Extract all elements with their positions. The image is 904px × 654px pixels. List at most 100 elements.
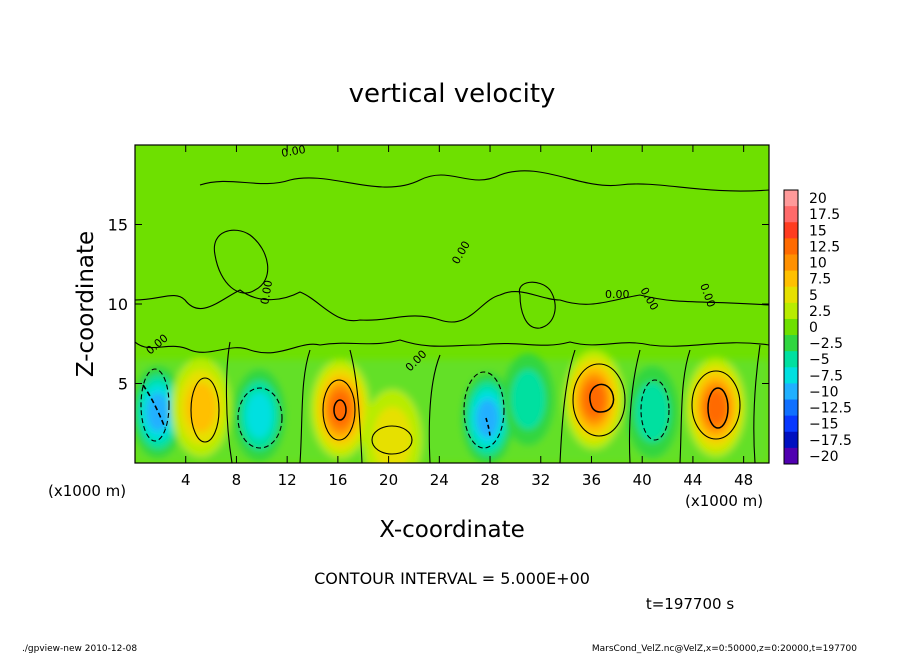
x-unit-label-left: (x1000 m) (48, 482, 126, 500)
colorbar-swatch-7 (784, 302, 798, 320)
colorbar-label-12: −10 (809, 384, 839, 400)
zero-contour-mid5 (628, 349, 641, 463)
colorbar-label-13: −12.5 (809, 401, 852, 417)
colorbar-swatch-3 (784, 238, 798, 255)
y-axis-label: Z-coordinate (73, 231, 99, 377)
x-tick-label-20: 20 (379, 471, 398, 489)
plot-area: 0.000.000.000.000.000.00 0.00 0.00 (135, 145, 769, 463)
colorbar-swatch-15 (784, 431, 798, 449)
negative-contour-28 (463, 371, 505, 449)
velocity-cell-2-level-2 (245, 392, 273, 439)
colorbar-label-3: 12.5 (809, 239, 840, 255)
x-axis-label: X-coordinate (379, 517, 525, 543)
zero-contour-left (225, 341, 233, 463)
velocity-field (135, 349, 769, 463)
footer-left: ./gpview-new 2010-12-08 (22, 644, 137, 654)
positive-contour-16-inner (333, 399, 347, 421)
positive-contour-36 (572, 363, 626, 437)
x-tick-label-40: 40 (633, 471, 652, 489)
x-tick-label-44: 44 (683, 471, 702, 489)
y-axis: 5 10 15 (108, 216, 769, 394)
velocity-cell-4-level-1 (372, 406, 412, 463)
colorbar-label-0: 20 (809, 191, 827, 207)
colorbar-label-5: 7.5 (809, 272, 831, 288)
x-tick-label-12: 12 (278, 471, 297, 489)
velocity-cell-6-level-1 (510, 369, 546, 430)
contour-label-1: 0.00 (258, 279, 275, 305)
negative-contour-41 (640, 379, 670, 441)
colorbar-label-15: −17.5 (809, 433, 852, 449)
zero-contour-mid2 (349, 349, 363, 463)
y-tick-label-15: 15 (108, 216, 128, 235)
colorbar-swatch-8 (784, 318, 798, 336)
negative-contour-2-inner (142, 384, 166, 429)
zero-contour-top (199, 170, 769, 192)
footer-right: MarsCond_VelZ.nc@VelZ,x=0:50000,z=0:2000… (592, 644, 857, 654)
colorbar-label-7: 2.5 (809, 304, 831, 320)
colorbar-label-11: −7.5 (809, 368, 843, 384)
colorbar-swatch-0 (784, 190, 798, 207)
positive-contour-36-inner (589, 383, 615, 413)
x-tick-label-8: 8 (232, 471, 242, 489)
x-axis: 4 8 12 16 20 24 28 32 36 40 44 48 (181, 145, 753, 489)
x-tick-label-16: 16 (328, 471, 347, 489)
colorbar-swatch-10 (784, 351, 798, 368)
y-tick-label-5: 5 (118, 375, 128, 394)
colorbar-swatch-2 (784, 222, 798, 239)
colorbar-swatch-14 (784, 415, 798, 433)
velocity-cell-0-level-3 (146, 392, 170, 432)
colorbar-frame (783, 189, 799, 465)
colorbar-label-2: 15 (809, 223, 827, 239)
zero-contour-mid4 (559, 349, 576, 463)
colorbar-swatch-13 (784, 399, 798, 417)
colorbar-label-8: 0 (809, 320, 818, 336)
x-tick-label-4: 4 (181, 471, 191, 489)
zero-contour-mid6 (679, 349, 691, 463)
colorbar-label-6: 5 (809, 288, 818, 304)
zero-contour-upper (135, 289, 769, 323)
velocity-cell-5-level-3 (476, 399, 499, 438)
positive-contour-5 (190, 377, 220, 443)
zero-contour-mid7 (753, 344, 761, 463)
positive-contour-46 (691, 370, 741, 440)
negative-contour-28-inner (485, 417, 491, 439)
colorbar-label-10: −5 (809, 352, 830, 368)
contour-interval: CONTOUR INTERVAL = 5.000E+00 (314, 569, 590, 588)
cloud-contour-right (518, 281, 556, 329)
negative-contour-2 (140, 368, 170, 442)
cloud-contour-left (213, 229, 269, 294)
x-tick-label-24: 24 (430, 471, 449, 489)
velocity-cell-1-level-2 (185, 382, 217, 433)
x-tick-label-32: 32 (531, 471, 550, 489)
colorbar-swatch-11 (784, 367, 798, 384)
colorbar-swatch-12 (784, 383, 798, 401)
positive-contour-16 (322, 379, 356, 441)
velocity-cell-3-level-4 (329, 390, 352, 427)
colorbar-label-1: 17.5 (809, 207, 840, 223)
contour-label-5: 0.00 (605, 288, 630, 301)
x-tick-label-28: 28 (480, 471, 499, 489)
zero-contour-lower (135, 339, 769, 354)
colorbar-swatch-6 (784, 286, 798, 304)
colorbar-label-14: −15 (809, 417, 839, 433)
colorbar-label-9: −2.5 (809, 336, 843, 352)
positive-contour-20 (371, 425, 413, 455)
y-tick-label-10: 10 (108, 295, 128, 314)
colorbar: 2017.51512.5107.552.50−2.5−5−7.5−10−12.5… (783, 189, 852, 465)
x-tick-label-48: 48 (734, 471, 753, 489)
velocity-cell-7-level-4 (582, 381, 606, 418)
colorbar-swatch-5 (784, 270, 798, 288)
colorbar-swatch-9 (784, 335, 798, 352)
negative-contour-10 (237, 387, 283, 449)
zero-contour-mid3 (428, 354, 441, 463)
colorbar-label-4: 10 (809, 256, 827, 272)
x-tick-label-36: 36 (582, 471, 601, 489)
chart-title: vertical velocity (349, 79, 556, 109)
velocity-cell-9-level-4 (704, 389, 727, 426)
x-unit-label-right: (x1000 m) (685, 492, 763, 510)
velocity-cell-8-level-1 (635, 382, 670, 443)
time-label: t=197700 s (646, 595, 734, 613)
contour-lines (135, 170, 769, 463)
zero-contour-mid1 (299, 349, 311, 463)
